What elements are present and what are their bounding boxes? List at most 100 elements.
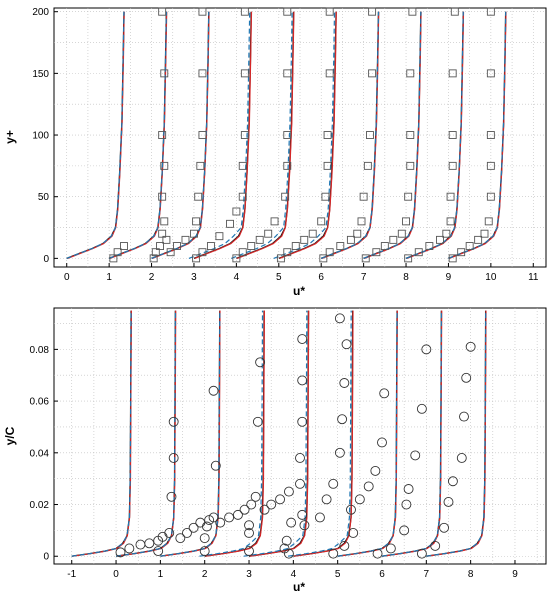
data-point-square	[325, 69, 334, 78]
data-point-circle	[281, 535, 292, 546]
data-point-square	[408, 7, 417, 16]
x-tick-label: 7	[361, 272, 367, 283]
top-y-axis-label: y+	[3, 130, 17, 144]
data-point-square	[281, 192, 290, 201]
data-point-circle	[144, 538, 155, 549]
data-point-square	[448, 131, 457, 139]
profile-line-solid-red	[205, 310, 265, 557]
data-point-square	[448, 161, 457, 170]
x-tick-label: 9	[512, 569, 518, 580]
data-point-circle	[372, 548, 383, 559]
data-point-circle	[328, 548, 339, 559]
data-point-circle	[244, 520, 254, 531]
data-point-circle	[328, 478, 339, 489]
data-point-circle	[153, 546, 164, 557]
data-point-circle	[314, 512, 325, 523]
data-point-circle	[255, 357, 266, 368]
profile-line-dashed-blue	[108, 11, 167, 259]
data-point-square	[232, 207, 241, 216]
data-point-circle	[430, 540, 441, 551]
data-point-square	[232, 254, 241, 263]
data-point-circle	[403, 484, 414, 494]
data-point-square	[448, 254, 457, 263]
data-point-square	[486, 131, 495, 139]
profile-line-dashed-blue	[243, 310, 308, 557]
data-point-square	[308, 229, 317, 238]
data-point-square	[156, 242, 164, 250]
y-tick-label: 0.06	[30, 397, 50, 408]
bottom-y-axis-label: y/C	[3, 426, 17, 445]
x-tick-label: 2	[149, 272, 155, 283]
data-point-circle	[385, 543, 396, 554]
profile-line-dashed-blue	[71, 310, 132, 557]
data-point-square	[486, 161, 495, 170]
data-point-square	[270, 217, 279, 226]
data-point-square	[361, 254, 370, 263]
data-point-square	[389, 235, 398, 244]
profile-line-solid-red	[194, 11, 253, 259]
data-point-circle	[297, 509, 308, 520]
data-point-circle	[456, 453, 467, 463]
data-point-square	[291, 242, 300, 250]
data-point-circle	[124, 543, 135, 554]
data-point-circle	[208, 385, 219, 396]
data-point-square	[226, 219, 234, 228]
data-point-square	[240, 131, 249, 139]
data-point-square	[160, 161, 169, 170]
bottom-markers	[115, 313, 476, 559]
data-point-square	[323, 161, 332, 170]
data-point-circle	[252, 416, 263, 427]
data-point-square	[160, 69, 169, 78]
data-point-circle	[246, 499, 257, 510]
x-tick-label: 5	[276, 272, 282, 283]
data-point-circle	[299, 520, 310, 531]
data-point-square	[486, 7, 495, 16]
y-tick-label: 100	[32, 131, 49, 142]
data-point-square	[238, 192, 247, 201]
data-point-square	[166, 248, 175, 257]
data-point-square	[480, 229, 489, 238]
profile-line-dashed-blue	[160, 310, 221, 557]
data-point-circle	[421, 344, 432, 355]
data-point-circle	[201, 521, 212, 532]
data-point-square	[283, 131, 292, 139]
top-grid	[54, 8, 546, 267]
top-profile-lines	[66, 11, 507, 260]
data-point-square	[283, 69, 292, 78]
data-point-circle	[244, 528, 254, 538]
data-point-square	[109, 254, 118, 263]
data-point-circle	[410, 450, 421, 461]
data-point-square	[397, 229, 406, 238]
data-point-square	[321, 192, 330, 201]
data-point-circle	[339, 378, 350, 388]
data-point-square	[372, 248, 381, 257]
data-point-circle	[210, 460, 221, 471]
data-point-circle	[244, 546, 254, 557]
data-point-circle	[346, 504, 356, 515]
profile-line-dashed-blue	[151, 11, 210, 259]
data-point-square	[465, 242, 474, 250]
data-point-square	[194, 192, 203, 201]
y-tick-label: 0	[43, 552, 49, 563]
top-markers	[109, 7, 495, 263]
data-point-circle	[283, 548, 294, 559]
profile-line-dashed-blue	[287, 310, 352, 557]
data-point-square	[283, 248, 292, 257]
profile-line-dashed-blue	[320, 11, 380, 259]
data-point-circle	[166, 491, 177, 502]
data-point-square	[436, 235, 444, 244]
data-point-square	[192, 217, 201, 226]
x-tick-label: 5	[335, 569, 341, 580]
data-point-circle	[224, 512, 235, 523]
data-point-circle	[168, 453, 179, 463]
data-point-square	[198, 7, 207, 16]
data-point-square	[404, 254, 413, 263]
data-point-circle	[239, 504, 250, 515]
data-point-circle	[348, 528, 359, 538]
data-point-circle	[295, 478, 305, 489]
data-point-square	[173, 242, 181, 250]
y-tick-label: 0.02	[30, 500, 50, 511]
data-point-circle	[339, 540, 350, 551]
profile-line-dashed-blue	[188, 11, 251, 259]
data-point-circle	[334, 313, 345, 324]
